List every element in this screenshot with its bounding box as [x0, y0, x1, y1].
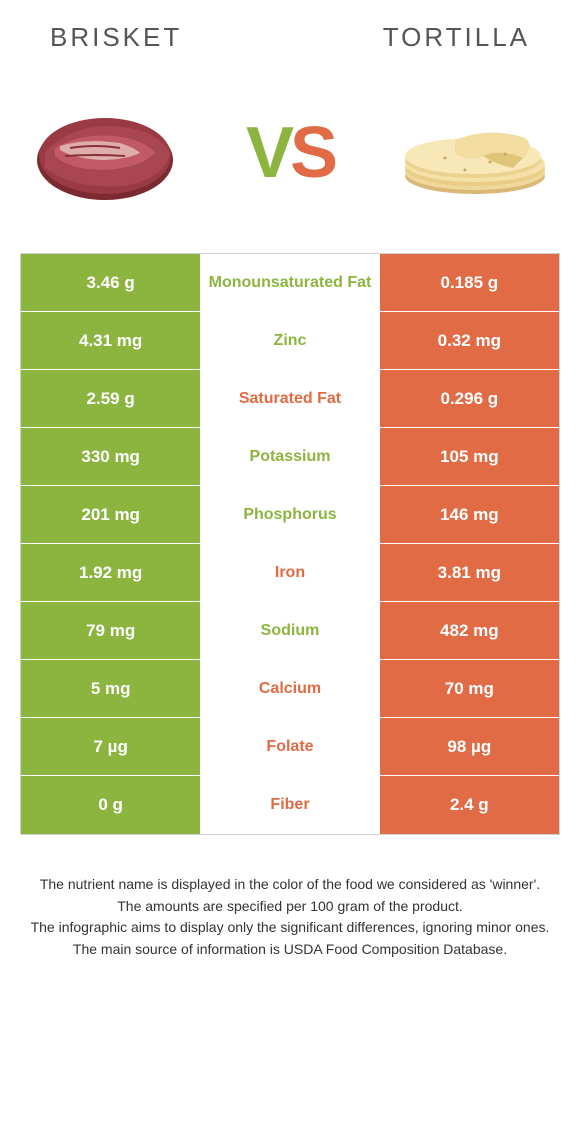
- value-right: 3.81 mg: [380, 544, 559, 601]
- footnote-line: The nutrient name is displayed in the co…: [20, 875, 560, 895]
- footnotes: The nutrient name is displayed in the co…: [0, 835, 580, 981]
- value-left: 7 µg: [21, 718, 200, 775]
- vs-row: VS: [0, 63, 580, 253]
- brisket-image: [20, 93, 190, 213]
- table-row: 201 mgPhosphorus146 mg: [21, 486, 559, 544]
- nutrient-label: Phosphorus: [200, 486, 379, 543]
- table-row: 79 mgSodium482 mg: [21, 602, 559, 660]
- table-row: 3.46 gMonounsaturated Fat0.185 g: [21, 254, 559, 312]
- footnote-line: The infographic aims to display only the…: [20, 918, 560, 938]
- table-row: 0 gFiber2.4 g: [21, 776, 559, 834]
- value-left: 2.59 g: [21, 370, 200, 427]
- table-row: 330 mgPotassium105 mg: [21, 428, 559, 486]
- value-left: 5 mg: [21, 660, 200, 717]
- value-left: 0 g: [21, 776, 200, 834]
- value-right: 70 mg: [380, 660, 559, 717]
- footnote-line: The amounts are specified per 100 gram o…: [20, 897, 560, 917]
- nutrient-label: Sodium: [200, 602, 379, 659]
- nutrient-label: Potassium: [200, 428, 379, 485]
- vs-label: VS: [246, 112, 334, 194]
- table-row: 7 µgFolate98 µg: [21, 718, 559, 776]
- value-right: 98 µg: [380, 718, 559, 775]
- value-right: 0.32 mg: [380, 312, 559, 369]
- tortilla-image: [390, 93, 560, 213]
- nutrient-label: Folate: [200, 718, 379, 775]
- value-left: 201 mg: [21, 486, 200, 543]
- footnote-line: The main source of information is USDA F…: [20, 940, 560, 960]
- table-row: 1.92 mgIron3.81 mg: [21, 544, 559, 602]
- value-right: 482 mg: [380, 602, 559, 659]
- value-left: 79 mg: [21, 602, 200, 659]
- table-row: 2.59 gSaturated Fat0.296 g: [21, 370, 559, 428]
- nutrition-table: 3.46 gMonounsaturated Fat0.185 g4.31 mgZ…: [20, 253, 560, 835]
- nutrient-label: Zinc: [200, 312, 379, 369]
- vs-s: S: [290, 113, 334, 193]
- value-right: 146 mg: [380, 486, 559, 543]
- table-row: 5 mgCalcium70 mg: [21, 660, 559, 718]
- value-left: 3.46 g: [21, 254, 200, 311]
- vs-v: V: [246, 113, 290, 193]
- food-title-right: Tortilla: [383, 22, 530, 53]
- nutrient-label: Fiber: [200, 776, 379, 834]
- value-left: 1.92 mg: [21, 544, 200, 601]
- value-right: 105 mg: [380, 428, 559, 485]
- food-title-left: Brisket: [50, 22, 182, 53]
- nutrient-label: Saturated Fat: [200, 370, 379, 427]
- nutrient-label: Iron: [200, 544, 379, 601]
- header: Brisket Tortilla: [0, 0, 580, 63]
- value-left: 4.31 mg: [21, 312, 200, 369]
- value-right: 2.4 g: [380, 776, 559, 834]
- value-right: 0.185 g: [380, 254, 559, 311]
- nutrient-label: Calcium: [200, 660, 379, 717]
- nutrient-label: Monounsaturated Fat: [200, 254, 379, 311]
- value-left: 330 mg: [21, 428, 200, 485]
- table-row: 4.31 mgZinc0.32 mg: [21, 312, 559, 370]
- value-right: 0.296 g: [380, 370, 559, 427]
